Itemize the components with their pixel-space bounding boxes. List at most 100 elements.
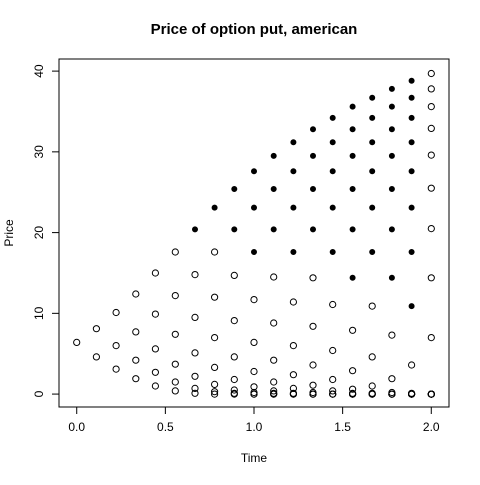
open-data-point	[211, 363, 219, 371]
filled-data-point	[388, 103, 395, 110]
open-data-point	[171, 292, 179, 300]
open-data-point	[151, 382, 159, 390]
open-data-point	[289, 371, 297, 379]
filled-data-point	[349, 103, 356, 110]
filled-data-point	[388, 274, 395, 281]
filled-data-point	[290, 204, 297, 211]
open-data-point	[270, 356, 278, 364]
x-axis-label: Time	[241, 451, 268, 465]
open-data-point	[132, 356, 140, 364]
filled-data-point	[309, 126, 316, 133]
open-data-point	[191, 313, 199, 321]
open-data-point	[151, 269, 159, 277]
filled-data-point	[250, 204, 257, 211]
open-data-point	[132, 328, 140, 336]
open-data-point	[408, 361, 416, 369]
filled-data-point	[369, 94, 376, 101]
filled-data-point	[408, 139, 415, 146]
open-data-point	[329, 375, 337, 384]
filled-data-point	[349, 226, 356, 233]
filled-data-point	[309, 226, 316, 233]
open-data-point	[151, 368, 159, 376]
open-data-point	[191, 384, 199, 392]
open-data-point	[250, 367, 258, 376]
y-tick-label: 30	[32, 145, 46, 159]
open-data-point	[368, 302, 376, 310]
filled-data-point	[369, 114, 376, 121]
open-data-point	[270, 390, 278, 398]
filled-data-point	[408, 248, 415, 255]
filled-data-point	[388, 185, 395, 192]
open-data-point	[427, 274, 435, 282]
filled-data-point	[369, 139, 376, 146]
filled-data-point	[329, 114, 336, 121]
y-tick-label: 10	[32, 306, 46, 320]
open-data-point	[309, 361, 317, 369]
filled-data-point	[250, 248, 257, 255]
filled-data-point	[270, 152, 277, 159]
filled-data-point	[349, 126, 356, 133]
open-data-point	[112, 365, 120, 373]
open-data-point	[368, 382, 376, 390]
filled-data-point	[309, 152, 316, 159]
open-data-point	[191, 349, 199, 357]
open-data-point	[270, 319, 278, 327]
open-data-point	[388, 375, 396, 383]
open-data-point	[73, 338, 81, 346]
y-axis: 0 10 20 30 40	[32, 64, 60, 397]
filled-data-point	[309, 185, 316, 192]
open-data-point	[211, 380, 219, 388]
y-tick-label: 0	[32, 390, 46, 397]
open-data-point	[250, 338, 258, 346]
filled-data-point	[290, 248, 297, 255]
open-data-point	[92, 353, 101, 361]
open-data-point	[349, 385, 357, 393]
filled-data-point	[369, 248, 376, 255]
filled-data-point	[290, 139, 297, 146]
open-data-point	[289, 342, 297, 350]
open-data-point	[427, 390, 435, 398]
filled-data-point	[369, 168, 376, 175]
x-tick-label: 0.5	[157, 420, 174, 434]
open-data-point	[368, 390, 376, 398]
x-tick-label: 1.5	[334, 420, 351, 434]
filled-data-point	[408, 204, 415, 211]
open-data-point	[270, 387, 278, 395]
filled-data-point	[329, 139, 336, 146]
filled-data-point	[329, 204, 336, 211]
open-data-point	[427, 69, 435, 78]
open-data-point	[211, 390, 219, 398]
chart-title: Price of option put, american	[151, 21, 358, 38]
data-points	[73, 69, 435, 398]
y-axis-label: Price	[2, 219, 16, 247]
open-data-point	[132, 290, 140, 298]
open-data-point	[427, 124, 435, 132]
open-data-point	[112, 342, 120, 350]
open-data-point	[427, 225, 435, 233]
open-data-point	[211, 388, 219, 396]
filled-data-point	[349, 274, 356, 281]
x-tick-label: 0.0	[68, 420, 85, 434]
open-data-point	[427, 151, 435, 159]
open-data-point	[250, 390, 258, 398]
open-data-point	[388, 390, 396, 398]
open-data-point	[270, 273, 278, 281]
open-data-point	[191, 372, 199, 380]
filled-data-point	[191, 226, 198, 233]
filled-data-point	[408, 77, 415, 84]
open-data-point	[349, 390, 357, 398]
filled-data-point	[270, 226, 277, 233]
open-data-point	[171, 330, 179, 338]
open-data-point	[309, 322, 317, 330]
open-data-point	[151, 310, 159, 318]
open-data-point	[171, 378, 179, 386]
open-data-point	[289, 390, 297, 398]
open-data-point	[329, 300, 337, 309]
open-data-point	[230, 317, 238, 325]
open-data-point	[427, 334, 435, 342]
open-data-point	[329, 346, 337, 355]
filled-data-point	[408, 168, 415, 175]
open-data-point	[349, 326, 357, 334]
